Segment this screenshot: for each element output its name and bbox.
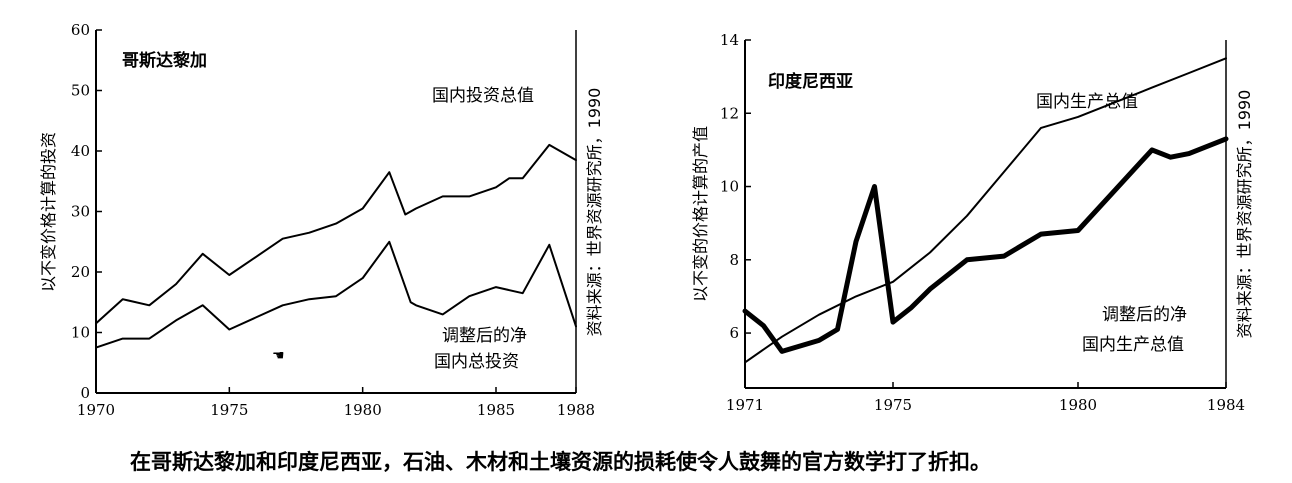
id-label-net-2: 国内生产总值 xyxy=(1082,335,1184,355)
chart-costa-rica: 0 10 20 30 40 50 60 1970 1975 1980 1985 1988 哥斯达黎加… xyxy=(39,21,604,419)
id-series-line-0 xyxy=(744,57,1227,364)
cr-y-tick-label: 50 xyxy=(71,82,90,100)
cr-x-tick-label: 1980 xyxy=(344,401,382,419)
id-label-net-1: 调整后的净 xyxy=(1102,305,1187,325)
id-x-ticks: 1971 1975 1980 1984 xyxy=(726,382,1245,414)
cr-x-tick-label: 1985 xyxy=(477,401,515,419)
id-y-tick-label: 10 xyxy=(720,178,739,196)
cr-source-note: 资料来源：世界资源研究所，1990 xyxy=(585,88,604,337)
cr-x-ticks: 1970 1975 1980 1985 1988 xyxy=(77,387,595,419)
cr-label-net-1: 调整后的净 xyxy=(442,326,527,346)
cr-y-tick-label: 40 xyxy=(71,142,90,160)
cr-series-line-1 xyxy=(95,240,577,349)
id-x-tick-label: 1984 xyxy=(1207,396,1245,414)
id-y-tick-label: 12 xyxy=(720,104,739,122)
cr-y-axis-label: 以不变价格计算的投资 xyxy=(39,132,58,292)
id-y-tick-label: 14 xyxy=(720,31,739,49)
cr-x-tick-label: 1975 xyxy=(210,401,248,419)
chart-indonesia: 6 8 10 12 14 1971 1975 1980 1984 印度尼西亚 国内生产总值 调… xyxy=(691,31,1254,414)
id-y-axis-label: 以不变的价格计算的产值 xyxy=(691,126,710,302)
id-label-gross: 国内生产总值 xyxy=(1036,92,1138,112)
cr-x-tick-label: 1970 xyxy=(77,401,115,419)
id-y-tick-label: 6 xyxy=(729,324,739,342)
hand-cursor-icon: ☚ xyxy=(272,348,285,364)
cr-label-gross: 国内投资总值 xyxy=(432,86,534,106)
id-x-tick-label: 1980 xyxy=(1059,396,1097,414)
cr-series-line-0 xyxy=(95,143,577,325)
id-y-tick-label: 8 xyxy=(729,251,739,269)
id-source-note: 资料来源：世界资源研究所，1990 xyxy=(1235,90,1254,339)
id-chart-title: 印度尼西亚 xyxy=(768,71,853,92)
cr-y-ticks: 0 10 20 30 40 50 60 xyxy=(71,21,102,402)
figure-caption: 在哥斯达黎加和印度尼西亚，石油、木材和土壤资源的损耗使令人鼓舞的官方数学打了折扣… xyxy=(130,449,991,474)
id-series-line-1 xyxy=(742,136,1229,354)
id-x-tick-label: 1975 xyxy=(874,396,912,414)
id-y-ticks: 6 8 10 12 14 xyxy=(720,31,751,342)
cr-chart-title: 哥斯达黎加 xyxy=(122,50,207,71)
cr-y-tick-label: 10 xyxy=(71,324,90,342)
id-x-tick-label: 1971 xyxy=(726,396,764,414)
cr-series xyxy=(95,143,577,349)
cr-y-tick-label: 0 xyxy=(80,384,90,402)
id-series xyxy=(742,57,1229,364)
cr-label-net-2: 国内总投资 xyxy=(434,352,519,372)
cr-y-tick-label: 30 xyxy=(71,203,90,221)
cr-y-tick-label: 60 xyxy=(71,21,90,39)
cr-y-tick-label: 20 xyxy=(71,263,90,281)
cr-x-tick-label: 1988 xyxy=(557,401,595,419)
